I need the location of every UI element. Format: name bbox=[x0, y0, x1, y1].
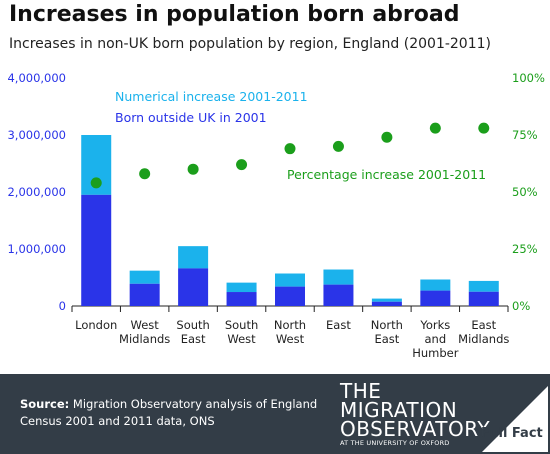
percentage-point bbox=[90, 177, 102, 189]
x-tick-label: East bbox=[374, 332, 399, 346]
legend-percentage-increase: Percentage increase 2001-2011 bbox=[287, 167, 486, 182]
source-note: Source: Migration Observatory analysis o… bbox=[20, 396, 320, 430]
y-left-tick-label: 4,000,000 bbox=[7, 71, 66, 85]
y-left-tick-label: 2,000,000 bbox=[7, 185, 66, 199]
y-right-tick-label: 100% bbox=[512, 71, 545, 85]
logo-line-4: AT THE UNIVERSITY OF OXFORD bbox=[340, 439, 450, 447]
chart-title: Increases in population born abroad bbox=[9, 2, 460, 27]
y-right-tick-label: 50% bbox=[512, 185, 538, 199]
y-right-tick-label: 75% bbox=[512, 128, 538, 142]
x-tick-label: West bbox=[131, 318, 160, 332]
bar-increase bbox=[468, 280, 499, 292]
percentage-point bbox=[381, 131, 393, 143]
bar-born-outside bbox=[226, 292, 257, 306]
bar-born-outside bbox=[81, 194, 112, 306]
bar-born-outside bbox=[178, 268, 209, 306]
legend-numerical-increase: Numerical increase 2001-2011 bbox=[115, 89, 308, 104]
logo-line-2: MIGRATION bbox=[340, 398, 458, 422]
percentage-point bbox=[187, 163, 199, 175]
x-tick-label: West bbox=[227, 332, 256, 346]
bar-increase bbox=[275, 273, 305, 287]
bar-born-outside bbox=[275, 286, 305, 306]
y-left-tick-label: 1,000,000 bbox=[7, 242, 66, 256]
x-tick-label: East bbox=[326, 318, 351, 332]
percentage-point bbox=[139, 168, 151, 180]
source-label: Source: bbox=[20, 397, 70, 411]
bar-born-outside bbox=[371, 301, 402, 306]
bar-born-outside bbox=[323, 284, 354, 306]
x-tick-label: North bbox=[274, 318, 306, 332]
bar-increase bbox=[371, 298, 402, 302]
bar-born-outside bbox=[468, 291, 499, 306]
x-tick-label: and bbox=[425, 332, 447, 346]
x-tick-label: East bbox=[181, 332, 206, 346]
logo-line-1: THE bbox=[340, 379, 382, 403]
full-fact-triangle-icon bbox=[482, 386, 548, 452]
source-text: Migration Observatory analysis of Englan… bbox=[20, 397, 318, 428]
chart-svg: 0 1,000,000 2,000,000 3,000,000 4,000,000 0% 2… bbox=[7, 71, 545, 360]
y-left-tick-label: 3,000,000 bbox=[7, 128, 66, 142]
percentage-point bbox=[236, 159, 248, 171]
bar-increase bbox=[323, 269, 354, 285]
percentage-point bbox=[478, 122, 490, 134]
y-right-tick-label: 25% bbox=[512, 242, 538, 256]
percentage-point bbox=[284, 143, 296, 155]
legend-born-outside: Born outside UK in 2001 bbox=[115, 110, 267, 125]
x-tick-label: Yorks bbox=[419, 318, 450, 332]
x-tick-label: Midlands bbox=[458, 332, 509, 346]
logo-line-3: OBSERVATORY bbox=[340, 417, 491, 441]
percentage-point bbox=[429, 122, 441, 134]
bar-increase bbox=[226, 282, 257, 293]
y-left-tick-label: 0 bbox=[59, 299, 66, 313]
bar-born-outside bbox=[420, 290, 451, 306]
footer: Source: Migration Observatory analysis o… bbox=[0, 374, 550, 454]
x-tick-label: London bbox=[75, 318, 117, 332]
x-tick-label: South bbox=[176, 318, 209, 332]
y-right-tick-label: 0% bbox=[512, 299, 530, 313]
bar-increase bbox=[129, 270, 160, 284]
x-tick-label: Midlands bbox=[119, 332, 170, 346]
bar-increase bbox=[420, 279, 451, 291]
x-tick-label: North bbox=[371, 318, 403, 332]
full-fact-brand: Full Fact bbox=[481, 426, 543, 441]
x-tick-label: South bbox=[225, 318, 258, 332]
percentage-point bbox=[332, 140, 344, 152]
migration-observatory-logo: THE MIGRATION OBSERVATORY AT THE UNIVERS… bbox=[340, 379, 491, 448]
x-tick-label: Humber bbox=[412, 346, 459, 360]
x-tick-label: West bbox=[276, 332, 305, 346]
chart-subtitle: Increases in non-UK born population by r… bbox=[9, 36, 491, 52]
bar-increase bbox=[178, 246, 209, 269]
x-tick-label: East bbox=[471, 318, 496, 332]
bar-born-outside bbox=[129, 283, 160, 306]
